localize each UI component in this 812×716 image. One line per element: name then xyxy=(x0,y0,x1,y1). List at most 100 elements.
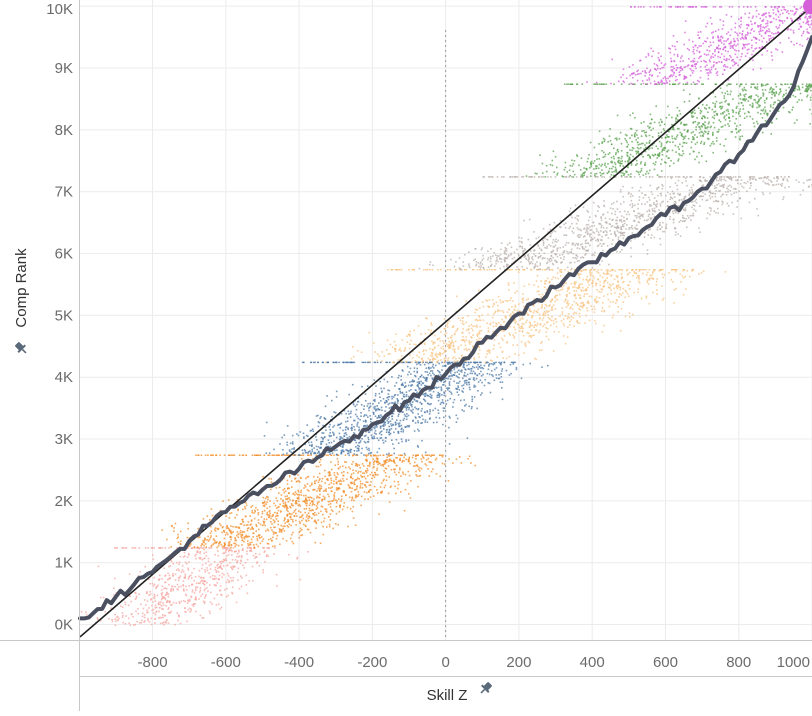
data-point xyxy=(113,588,115,590)
data-point xyxy=(427,269,429,270)
data-point xyxy=(728,185,730,187)
data-point xyxy=(219,575,221,577)
data-point xyxy=(345,429,347,431)
data-point xyxy=(286,508,288,510)
data-point xyxy=(356,442,358,444)
data-point xyxy=(425,317,427,319)
data-point xyxy=(409,381,411,383)
data-point xyxy=(562,254,564,256)
data-point xyxy=(449,391,451,393)
data-point xyxy=(276,585,278,587)
data-point xyxy=(188,578,190,580)
data-point xyxy=(623,238,625,240)
data-point xyxy=(200,577,202,579)
data-point xyxy=(500,302,502,304)
data-point xyxy=(548,317,550,319)
data-point xyxy=(317,502,319,504)
data-point xyxy=(560,275,562,277)
data-point xyxy=(241,544,243,546)
data-point xyxy=(377,474,379,476)
data-point xyxy=(691,187,693,189)
data-point xyxy=(557,273,559,275)
data-point xyxy=(204,588,206,590)
data-point xyxy=(360,505,362,507)
data-point xyxy=(432,269,434,270)
data-point xyxy=(570,226,572,228)
data-point xyxy=(535,359,537,361)
data-point xyxy=(682,275,684,277)
data-point xyxy=(524,344,526,346)
data-point xyxy=(541,366,543,368)
data-point xyxy=(166,601,168,603)
data-point xyxy=(230,550,232,552)
data-point xyxy=(471,401,473,403)
data-point xyxy=(358,418,360,420)
data-point xyxy=(582,307,584,309)
data-point xyxy=(558,331,560,333)
data-point xyxy=(387,389,389,391)
data-point xyxy=(484,385,486,387)
data-point xyxy=(284,517,286,519)
data-point xyxy=(465,404,467,406)
data-point xyxy=(234,517,236,519)
data-point xyxy=(249,580,251,582)
data-point xyxy=(175,579,177,581)
data-point xyxy=(771,181,773,183)
data-point xyxy=(409,457,411,459)
data-point xyxy=(213,538,215,540)
data-point xyxy=(639,218,641,220)
data-point xyxy=(524,285,526,287)
data-point xyxy=(221,568,223,570)
data-point xyxy=(187,556,189,558)
data-point xyxy=(266,519,268,521)
data-point xyxy=(471,341,473,343)
data-point xyxy=(624,211,626,213)
data-point xyxy=(381,407,383,409)
data-point xyxy=(193,568,195,570)
data-point xyxy=(267,496,269,498)
data-point xyxy=(461,369,463,371)
data-point xyxy=(457,385,459,387)
data-point xyxy=(675,234,677,236)
data-point xyxy=(544,238,546,240)
data-point xyxy=(493,364,495,366)
data-point xyxy=(501,376,503,378)
data-point xyxy=(354,453,356,455)
data-point xyxy=(273,534,275,536)
data-point xyxy=(280,511,282,513)
data-point xyxy=(438,397,440,399)
data-point xyxy=(222,573,224,575)
data-point xyxy=(444,365,446,367)
data-point xyxy=(319,473,321,475)
data-point xyxy=(567,336,569,338)
data-point xyxy=(277,500,279,502)
data-point xyxy=(318,451,320,453)
data-point xyxy=(417,455,419,456)
data-point xyxy=(448,458,450,460)
data-point xyxy=(492,255,494,257)
data-point xyxy=(478,315,480,317)
data-point xyxy=(642,244,644,246)
data-point xyxy=(357,495,359,497)
data-point xyxy=(230,547,232,549)
data-point xyxy=(494,312,496,314)
data-point xyxy=(354,420,356,422)
data-point xyxy=(374,432,376,434)
data-point xyxy=(439,476,441,478)
data-point xyxy=(248,527,250,529)
data-point xyxy=(476,378,478,380)
data-point xyxy=(511,306,513,308)
data-point xyxy=(320,416,322,418)
data-point xyxy=(311,483,313,485)
data-point xyxy=(506,342,508,344)
data-point xyxy=(489,383,491,385)
data-point xyxy=(467,458,469,460)
data-point xyxy=(314,514,316,516)
data-point xyxy=(337,474,339,476)
data-point xyxy=(271,529,273,531)
data-point xyxy=(321,441,323,443)
data-point xyxy=(310,502,312,504)
data-point xyxy=(617,288,619,290)
data-point xyxy=(114,578,116,580)
data-point xyxy=(561,261,563,263)
